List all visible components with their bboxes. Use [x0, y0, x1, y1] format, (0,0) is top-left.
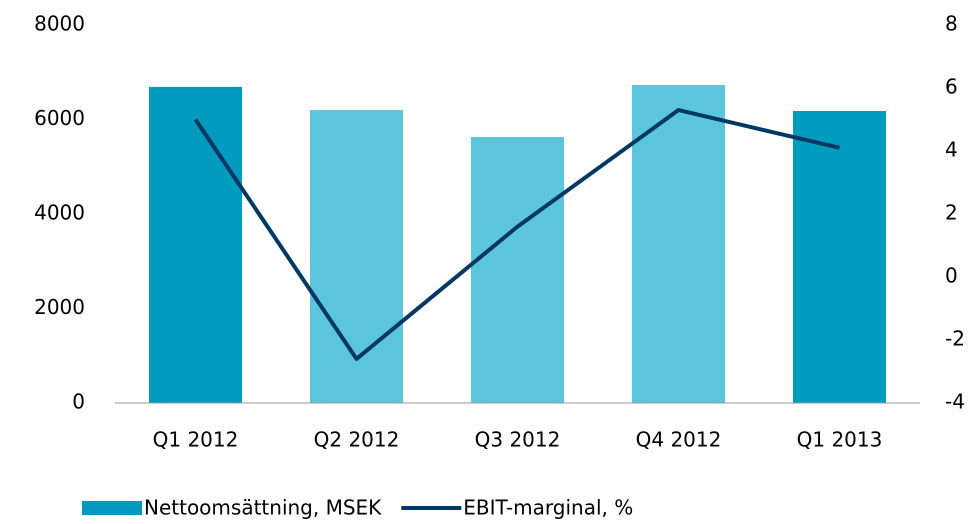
y2-tick-label: -2	[945, 327, 965, 351]
x-tick-label: Q4 2012	[636, 428, 722, 452]
bar	[149, 86, 242, 404]
y2-tick-label: 2	[945, 201, 958, 225]
x-tick-label: Q3 2012	[475, 428, 561, 452]
y2-tick-label: 8	[945, 12, 958, 36]
line	[193, 108, 840, 361]
y2-tick-label: 6	[945, 75, 958, 99]
legend-label: EBIT-marginal, %	[463, 496, 633, 520]
bar	[310, 110, 403, 404]
legend-swatch	[82, 501, 142, 515]
y2-tick-label: 4	[945, 138, 958, 162]
legend-label: Nettoomsättning, MSEK	[144, 496, 382, 520]
y-tick-label: 6000	[34, 106, 85, 130]
bar	[632, 85, 725, 403]
x-tick-label: Q1 2013	[797, 428, 883, 452]
bar	[471, 136, 564, 404]
x-tick-label: Q2 2012	[314, 428, 400, 452]
bar	[793, 110, 886, 404]
y-tick-label: 4000	[34, 201, 85, 225]
y2-tick-label: -4	[945, 390, 965, 414]
y-tick-label: 8000	[34, 12, 85, 36]
y2-tick-label: 0	[945, 264, 958, 288]
y-tick-label: 0	[72, 390, 85, 414]
y-tick-label: 2000	[34, 295, 85, 319]
x-tick-label: Q1 2012	[153, 428, 239, 452]
